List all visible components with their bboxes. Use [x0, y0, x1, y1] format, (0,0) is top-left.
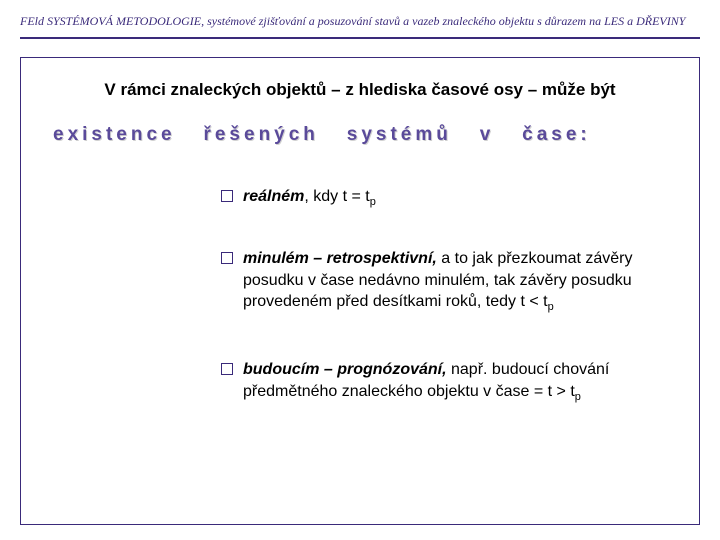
bullet-list: reálném, kdy t = tp minulém – retrospekt… — [221, 186, 671, 405]
bullet-sub: p — [575, 391, 581, 403]
heading-word-4: čase: — [522, 124, 591, 145]
header-underline — [20, 37, 700, 39]
square-bullet-icon — [221, 190, 233, 202]
header-text: FEld SYSTÉMOVÁ METODOLOGIE, systémové zj… — [20, 14, 685, 28]
square-bullet-icon — [221, 252, 233, 264]
heading-word-1: řešených — [203, 124, 318, 145]
list-item: minulém – retrospektivní, a to jak přezk… — [221, 248, 671, 315]
square-bullet-icon — [221, 363, 233, 375]
bullet-sub: p — [548, 301, 554, 313]
bullet-text: minulém – retrospektivní, a to jak přezk… — [243, 248, 671, 315]
heading-word-3: v — [480, 124, 495, 145]
bullet-text: reálném, kdy t = tp — [243, 186, 671, 210]
list-item: reálném, kdy t = tp — [221, 186, 671, 210]
bullet-sub: p — [370, 196, 376, 208]
intro-text: V rámci znaleckých objektů – z hlediska … — [104, 80, 615, 99]
bullet-lead: reálném — [243, 188, 304, 205]
content-box: V rámci znaleckých objektů – z hlediska … — [20, 57, 700, 525]
list-item: budoucím – prognózování, např. budoucí c… — [221, 359, 671, 405]
heading-word-0: existence — [53, 124, 176, 145]
bullet-text: budoucím – prognózování, např. budoucí c… — [243, 359, 671, 405]
intro-line: V rámci znaleckých objektů – z hlediska … — [49, 80, 671, 100]
heading-word-2: systémů — [347, 124, 452, 145]
slide-header: FEld SYSTÉMOVÁ METODOLOGIE, systémové zj… — [0, 0, 720, 35]
bullet-lead: minulém – retrospektivní, — [243, 250, 437, 267]
bullet-rest: , kdy t = t — [304, 188, 369, 205]
bullet-lead: budoucím – prognózování, — [243, 361, 447, 378]
spaced-heading: existence řešených systémů v čase: — [53, 124, 671, 146]
